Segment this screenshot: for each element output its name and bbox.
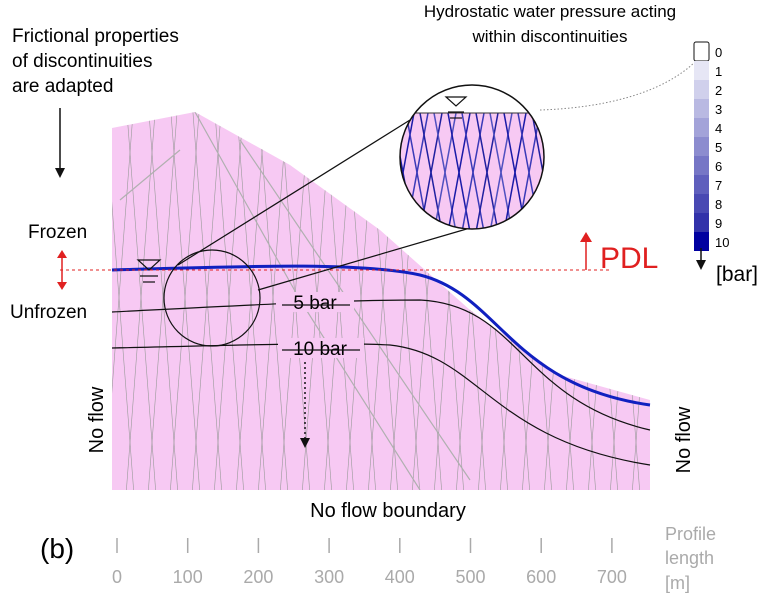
frozen-label: Frozen [28,222,87,243]
frozen-unfrozen-arrow [57,250,67,290]
contour-5-bar [111,299,651,431]
axis-tick-label-600: 600 [526,567,556,587]
legend-value-3: 3 [715,102,722,117]
legend-value-5: 5 [715,140,722,155]
water-table-line [111,264,651,407]
legend-swatch-8 [694,194,709,213]
water-level-symbol [136,259,162,283]
legend-swatch-10 [694,232,709,251]
legend-value-0: 0 [715,45,722,60]
axis-title-line3: [m] [665,573,690,593]
pdl-label: PDL [600,242,658,275]
rock-slope-body [112,112,650,490]
legend-swatch-0 [693,41,710,62]
zoom-connector-bottom [257,227,471,291]
drainage-dotted-arrow [300,362,310,448]
zoom-circle-content [400,85,544,229]
legend-value-6: 6 [715,159,722,174]
contour-5-label-bg [276,292,354,312]
legend-value-10: 10 [715,235,729,250]
axis-title-line1: Profile [665,524,716,544]
zoom-connector-top [177,119,411,266]
frictional-down-arrow [55,108,65,178]
contour-5-label: 5 bar [293,293,337,314]
axis-title-line2: length [665,548,714,568]
legend-swatch-1 [694,61,709,80]
zoom-circle [399,84,545,230]
legend-value-9: 9 [715,216,722,231]
contour-10-bar [111,343,651,466]
legend-value-1: 1 [715,64,722,79]
axis-tick-label-300: 300 [314,567,344,587]
legend-swatch-3 [694,99,709,118]
legend-value-2: 2 [715,83,722,98]
legend-swatch-7 [694,175,709,194]
zoom-water-level-symbol [444,96,468,119]
axis-tick-label-200: 200 [243,567,273,587]
no-flow-boundary-label: No flow boundary [310,500,466,522]
no-flow-right: No flow [673,406,695,473]
axis-tick-label-700: 700 [597,567,627,587]
legend-connector [539,61,696,111]
legend-swatch-5 [694,137,709,156]
axis-tick-label-400: 400 [385,567,415,587]
frictional-text-line1: Frictional properties [12,26,179,47]
frictional-text-line3: are adapted [12,76,113,97]
legend-swatch-4 [694,118,709,137]
no-flow-left: No flow [86,386,108,453]
contour-10-label-bg [278,338,364,358]
pressure-legend: 0 1 2 3 4 5 6 7 8 9 10 [693,41,729,251]
pdl-up-arrow [580,232,592,270]
bar-unit-arrow [696,248,706,270]
legend-swatch-2 [694,80,709,99]
profile-length-axis: 0 100 200 300 400 500 600 700 [112,538,627,587]
hydrostatic-text-line1: Hydrostatic water pressure acting [424,2,676,21]
axis-tick-label-100: 100 [173,567,203,587]
axis-tick-label-0: 0 [112,567,122,587]
axis-tick-label-500: 500 [455,567,485,587]
legend-swatch-6 [694,156,709,175]
bar-unit-label: [bar] [716,263,758,286]
panel-label: (b) [40,533,74,564]
legend-value-7: 7 [715,178,722,193]
legend-value-4: 4 [715,121,722,136]
legend-swatch-9 [694,213,709,232]
legend-value-8: 8 [715,197,722,212]
frictional-text-line2: of discontinuities [12,51,152,72]
unfrozen-label: Unfrozen [10,302,87,323]
contour-strike-lines [282,304,360,351]
zoom-source-circle [163,249,261,347]
hydrostatic-text-line2: within discontinuities [472,27,628,46]
